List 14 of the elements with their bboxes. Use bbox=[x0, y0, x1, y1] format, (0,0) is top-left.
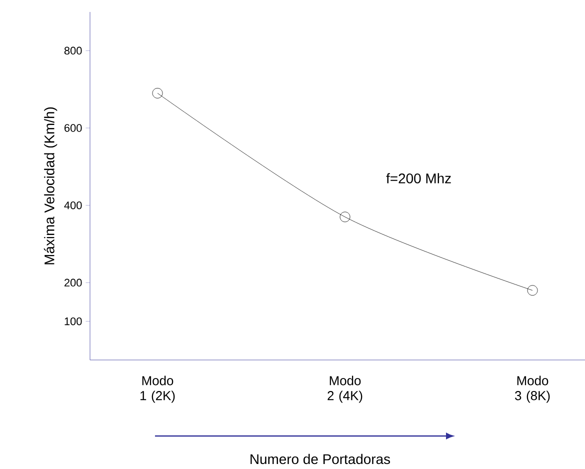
y-axis-title: Máxima Velocidad (Km/h) bbox=[44, 107, 58, 264]
y-tick-label: 100 bbox=[64, 317, 82, 326]
x-tick-label: Modo 3 (8K) bbox=[515, 376, 550, 403]
point bbox=[527, 285, 538, 296]
point bbox=[152, 88, 163, 98]
point bbox=[340, 212, 350, 222]
x-axis-title: Numero de Portadoras bbox=[250, 454, 390, 464]
x-tick-label: Modo 1 (2K) bbox=[140, 376, 175, 403]
x-tick-label: Modo 2 (4K) bbox=[328, 376, 362, 403]
y-tick-label: 200 bbox=[64, 278, 82, 287]
y-tick-label: 400 bbox=[64, 201, 82, 210]
y-tick-label: 600 bbox=[64, 124, 82, 132]
annotation: f=200 Mhz bbox=[386, 173, 451, 184]
y-tick-label: 800 bbox=[64, 46, 82, 55]
